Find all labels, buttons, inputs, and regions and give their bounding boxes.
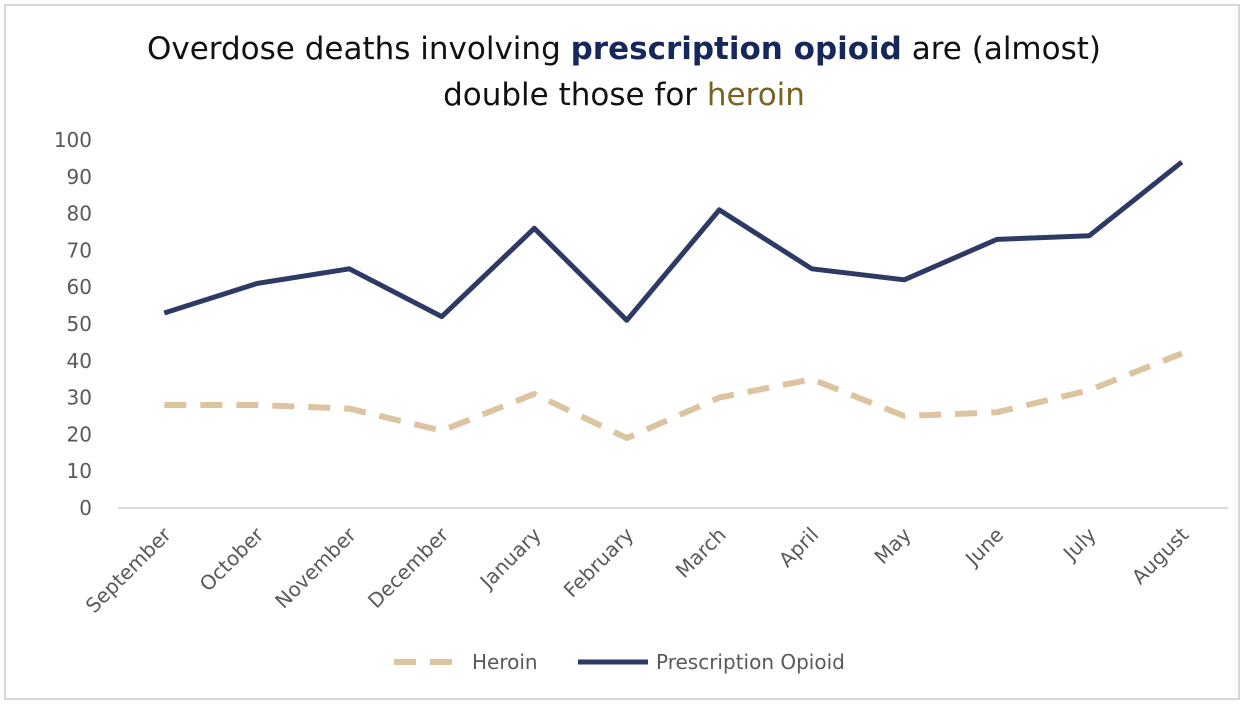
title-line-2: double those for heroin (0, 72, 1248, 118)
x-tick-label: November (270, 522, 361, 613)
series-line-heroin (164, 350, 1183, 442)
legend-label-heroin: Heroin (472, 650, 538, 674)
x-tick-label: July (1057, 522, 1101, 566)
y-tick-label: 30 (67, 386, 92, 410)
chart-frame (4, 4, 1240, 700)
title-text-1: Overdose deaths involving (146, 31, 571, 67)
x-tick-label: January (474, 522, 546, 594)
y-tick-label: 100 (54, 128, 92, 152)
x-tick-label: August (1127, 522, 1194, 589)
title-text-3: double those for (443, 77, 707, 113)
chart-title: Overdose deaths involving prescription o… (0, 26, 1248, 118)
title-line-1: Overdose deaths involving prescription o… (0, 26, 1248, 72)
y-tick-label: 70 (67, 238, 92, 262)
title-emphasis-heroin: heroin (706, 77, 805, 113)
y-tick-label: 0 (79, 496, 92, 520)
y-tick-label: 50 (67, 312, 92, 336)
legend-label-prescription-opioid: Prescription Opioid (656, 650, 845, 674)
y-tick-label: 20 (67, 422, 92, 446)
x-tick-label: October (195, 522, 269, 596)
x-tick-label: December (363, 522, 454, 613)
x-tick-label: February (559, 522, 639, 602)
y-tick-label: 90 (67, 165, 92, 189)
title-text-2: are (almost) (901, 31, 1101, 67)
y-tick-label: 60 (67, 275, 92, 299)
y-tick-label: 10 (67, 459, 92, 483)
y-tick-label: 40 (67, 349, 92, 373)
title-emphasis-prescription: prescription opioid (570, 31, 902, 67)
x-tick-label: April (774, 523, 823, 572)
x-tick-label: June (959, 523, 1008, 572)
x-tick-label: May (870, 522, 916, 568)
y-tick-label: 80 (67, 202, 92, 226)
x-tick-label: March (671, 523, 731, 583)
series-line-prescription-opioid (163, 160, 1184, 323)
x-tick-label: September (81, 522, 177, 618)
